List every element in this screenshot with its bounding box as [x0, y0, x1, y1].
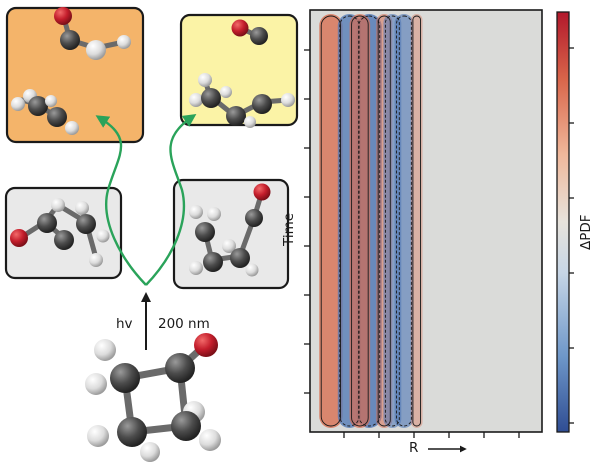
colorbar-ticks — [569, 47, 574, 424]
delta-pdf-map — [304, 9, 574, 453]
map-contours — [320, 15, 421, 427]
molecule-co-propene — [189, 19, 295, 128]
map-band-4 — [349, 14, 371, 428]
r-axis-label: R — [409, 440, 419, 456]
wavelength-label: 200 nm — [158, 316, 210, 332]
map-contour-7 — [396, 15, 412, 427]
molecule-ketene-ethylene — [11, 7, 131, 135]
map-band-1 — [319, 14, 343, 428]
molecule-cyclobutanone — [85, 333, 221, 462]
molecule-intermediate-left — [10, 198, 110, 267]
branching-arrows — [95, 114, 197, 286]
map-contour-1 — [320, 15, 341, 427]
reaction-scheme — [4, 6, 299, 462]
map-contour-5 — [377, 15, 391, 427]
map-frame — [309, 9, 543, 433]
map-contour-3 — [358, 15, 381, 427]
colorbar — [556, 11, 570, 433]
molecule-intermediate-right — [189, 183, 271, 277]
excitation-label: hv — [116, 316, 133, 332]
map-contour-2 — [339, 15, 360, 427]
r-axis-ticks — [343, 432, 520, 438]
colorbar-label: ΔPDF — [578, 214, 594, 250]
map-band-8 — [410, 14, 423, 428]
map-contour-6 — [384, 15, 400, 427]
map-bands — [319, 14, 423, 428]
time-axis-ticks — [304, 49, 310, 394]
time-axis-label: Time — [281, 212, 297, 246]
map-contour-8 — [412, 15, 421, 427]
map-contour-4 — [351, 15, 369, 427]
map-band-7 — [394, 14, 414, 428]
